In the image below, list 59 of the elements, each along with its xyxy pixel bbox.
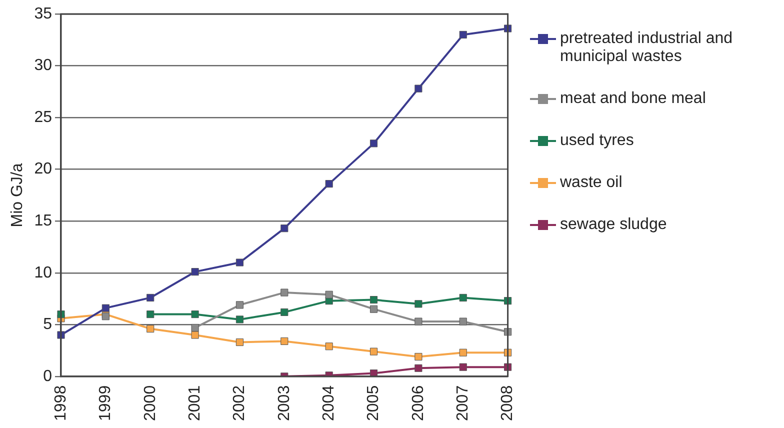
- point: [236, 316, 244, 324]
- point: [414, 318, 422, 326]
- x-tick-label: 2005: [365, 385, 382, 421]
- legend-label: pretreated industrial and municipal wastes: [560, 30, 734, 66]
- y-tick-label: 25: [34, 108, 52, 126]
- y-axis-title: Mio GJ/a: [9, 163, 26, 228]
- point: [370, 140, 378, 148]
- y-tick-label: 30: [34, 57, 52, 74]
- point: [459, 363, 467, 371]
- point: [280, 337, 288, 345]
- y-tick-label: 10: [34, 264, 52, 282]
- legend-label: meat and bone meal: [560, 90, 706, 108]
- point: [146, 310, 154, 318]
- point: [191, 268, 199, 276]
- point: [236, 338, 244, 346]
- y-tick-label: 35: [34, 5, 52, 22]
- x-tick-label: 2002: [231, 385, 248, 421]
- point: [325, 180, 333, 188]
- point: [325, 342, 333, 350]
- point: [280, 224, 288, 232]
- point: [102, 304, 110, 312]
- x-tick-label: 2004: [320, 385, 338, 421]
- x-tick-label: 1998: [52, 385, 70, 421]
- point: [459, 318, 467, 326]
- point: [459, 294, 467, 302]
- point: [414, 300, 422, 308]
- x-tick-label: 2007: [454, 385, 472, 421]
- x-tick-label: 1999: [97, 385, 114, 421]
- point: [191, 331, 199, 339]
- y-tick-label: 20: [34, 160, 52, 178]
- point: [280, 308, 288, 316]
- point: [146, 324, 154, 333]
- legend-label: sewage sludge: [560, 216, 667, 234]
- point: [325, 290, 333, 298]
- point: [370, 305, 378, 313]
- x-tick-label: 2000: [142, 385, 159, 421]
- legend-label: used tyres: [560, 132, 634, 150]
- y-tick-label: 0: [43, 368, 52, 385]
- point: [146, 294, 154, 302]
- point: [370, 296, 378, 304]
- point: [414, 352, 422, 361]
- point: [370, 348, 378, 356]
- point: [191, 310, 199, 318]
- point: [236, 258, 244, 266]
- point: [414, 84, 422, 92]
- point: [414, 364, 422, 372]
- y-tick-label: 5: [43, 316, 52, 334]
- x-tick-label: 2003: [276, 385, 293, 421]
- point: [459, 348, 467, 356]
- x-tick-label: 2008: [499, 385, 516, 421]
- point: [191, 324, 199, 332]
- x-tick-label: 2006: [410, 385, 427, 421]
- point: [57, 331, 65, 339]
- point: [280, 288, 288, 296]
- point: [459, 30, 467, 38]
- x-tick-label: 2001: [186, 385, 204, 421]
- y-tick-label: 15: [34, 212, 52, 230]
- legend-label: waste oil: [560, 174, 622, 192]
- point: [236, 301, 244, 309]
